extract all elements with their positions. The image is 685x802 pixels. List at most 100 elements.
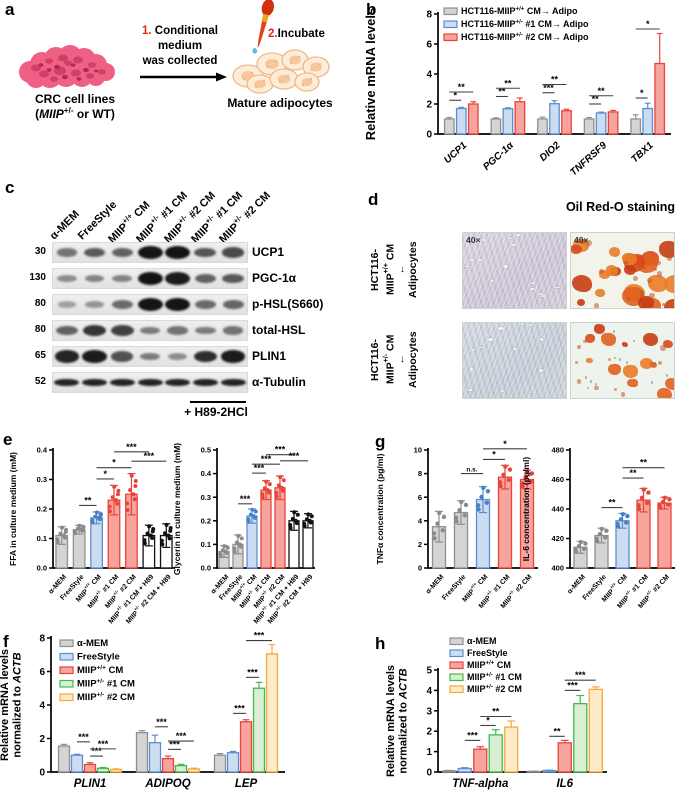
data-dot xyxy=(636,506,642,512)
protein-band xyxy=(111,351,134,362)
significance-label: * xyxy=(486,715,490,725)
data-dot xyxy=(132,497,137,502)
panel-label-b: b xyxy=(366,0,377,19)
y-tick-label: 0.1 xyxy=(201,540,211,549)
significance-label: * xyxy=(503,439,507,449)
data-dot xyxy=(594,536,599,541)
data-dot xyxy=(159,538,164,543)
data-dot xyxy=(615,521,620,527)
data-dot xyxy=(519,481,525,486)
data-dot xyxy=(290,516,295,521)
data-dot xyxy=(260,495,265,500)
data-dot xyxy=(625,513,630,519)
legend-swatch xyxy=(59,679,74,688)
data-dot xyxy=(116,488,121,493)
oil-red-o-title: Oil Red-O staining xyxy=(565,200,675,214)
y-tick-label: 6 xyxy=(39,667,45,678)
bar xyxy=(537,118,548,135)
bar xyxy=(542,769,557,773)
y-tick-label: 4 xyxy=(418,516,423,525)
significance-label: ** xyxy=(592,94,600,104)
data-dot xyxy=(288,522,293,527)
data-dot xyxy=(61,533,66,538)
bar xyxy=(246,515,258,569)
significance-label: * xyxy=(104,469,108,479)
significance-label: * xyxy=(454,90,458,100)
data-dot xyxy=(576,543,582,549)
data-dot xyxy=(232,546,237,551)
y-tick-label: 3 xyxy=(426,706,432,717)
significance-label: ** xyxy=(492,707,500,717)
data-dot xyxy=(218,552,223,557)
protein-band xyxy=(192,378,218,387)
oil-red-o-image: 40× xyxy=(570,232,675,309)
protein-band xyxy=(110,325,134,336)
pipette-icon xyxy=(252,0,275,54)
x-category-label: α-MEM xyxy=(425,574,446,596)
significance-label: *** xyxy=(156,717,167,727)
data-dot xyxy=(225,545,230,550)
x-category-label: DIO2 xyxy=(538,140,563,164)
bar xyxy=(57,745,71,773)
y-tick-label: 440 xyxy=(551,505,564,514)
y-tick-label: 2 xyxy=(426,727,432,738)
legend-label: FreeStyle xyxy=(467,648,508,658)
protein-name-label: p-HSL(S660) xyxy=(252,297,324,311)
y-tick-label: 0.0 xyxy=(201,564,211,573)
legend-label: MIIP+/- #2 CM xyxy=(467,684,522,694)
significance-label: *** xyxy=(144,451,155,461)
molecular-weight-label: 130 xyxy=(29,272,46,283)
bar xyxy=(642,107,654,135)
x-category-label: TBX1 xyxy=(629,140,656,166)
protein-band xyxy=(111,247,133,258)
bar xyxy=(135,731,149,773)
data-dot xyxy=(128,488,133,493)
data-dot xyxy=(133,483,138,488)
significance-label: *** xyxy=(467,730,478,740)
legend-label: HCT116-MIIP+/+ CM→ Adipo xyxy=(461,6,578,16)
bar xyxy=(174,764,188,773)
legend-label: α-MEM xyxy=(77,638,108,649)
panel-e-ffa-chart: 0.0 0.1 0.2 0.3 0.4 FFA in culture medium (mM… xyxy=(8,442,175,626)
data-dot xyxy=(274,490,279,495)
data-dot xyxy=(479,494,484,500)
protein-band xyxy=(221,247,245,258)
legend-swatch xyxy=(443,7,458,16)
protein-band xyxy=(137,298,163,311)
down-arrow-icon: ↓ xyxy=(400,263,406,275)
significance-label: ** xyxy=(629,468,637,478)
x-category-label: ADIPOQ xyxy=(144,778,190,790)
y-tick-label: 1 xyxy=(426,747,432,758)
data-dot xyxy=(309,514,314,519)
data-dot xyxy=(454,519,459,524)
legend-label: MIIP+/- #2 CM xyxy=(77,692,135,703)
row-label: HCT116- MIIP+/- CM ↓ Adipocytes xyxy=(369,315,420,404)
x-category-label: PLIN1 xyxy=(74,778,107,790)
data-dot xyxy=(107,504,112,509)
x-category-label: LEP xyxy=(235,778,258,790)
data-dot xyxy=(503,464,508,469)
data-dot xyxy=(639,495,645,500)
brightfield-image: 40× xyxy=(462,232,567,309)
legend-label: MIIP+/+ CM xyxy=(467,660,511,670)
protein-name-label: PLIN1 xyxy=(252,349,287,363)
y-tick-label: 4 xyxy=(426,686,432,697)
data-dot xyxy=(453,515,459,520)
data-dot xyxy=(125,507,130,512)
panel-label-c: c xyxy=(5,178,15,197)
data-dot xyxy=(501,472,506,477)
significance-label: *** xyxy=(575,670,586,680)
data-dot xyxy=(148,533,153,538)
data-dot xyxy=(239,536,244,541)
y-axis-label: TNFα concentration (pg/ml) xyxy=(375,453,385,564)
molecular-weight-label: 80 xyxy=(34,298,46,309)
data-dot xyxy=(112,484,117,489)
data-dot xyxy=(253,509,258,514)
y-axis-label: Relative mRNA levels xyxy=(363,8,378,140)
panel-label-e: e xyxy=(3,430,13,449)
step1-line2: medium xyxy=(157,39,203,52)
bar xyxy=(488,734,503,773)
bar xyxy=(497,476,513,569)
bar xyxy=(226,752,240,773)
